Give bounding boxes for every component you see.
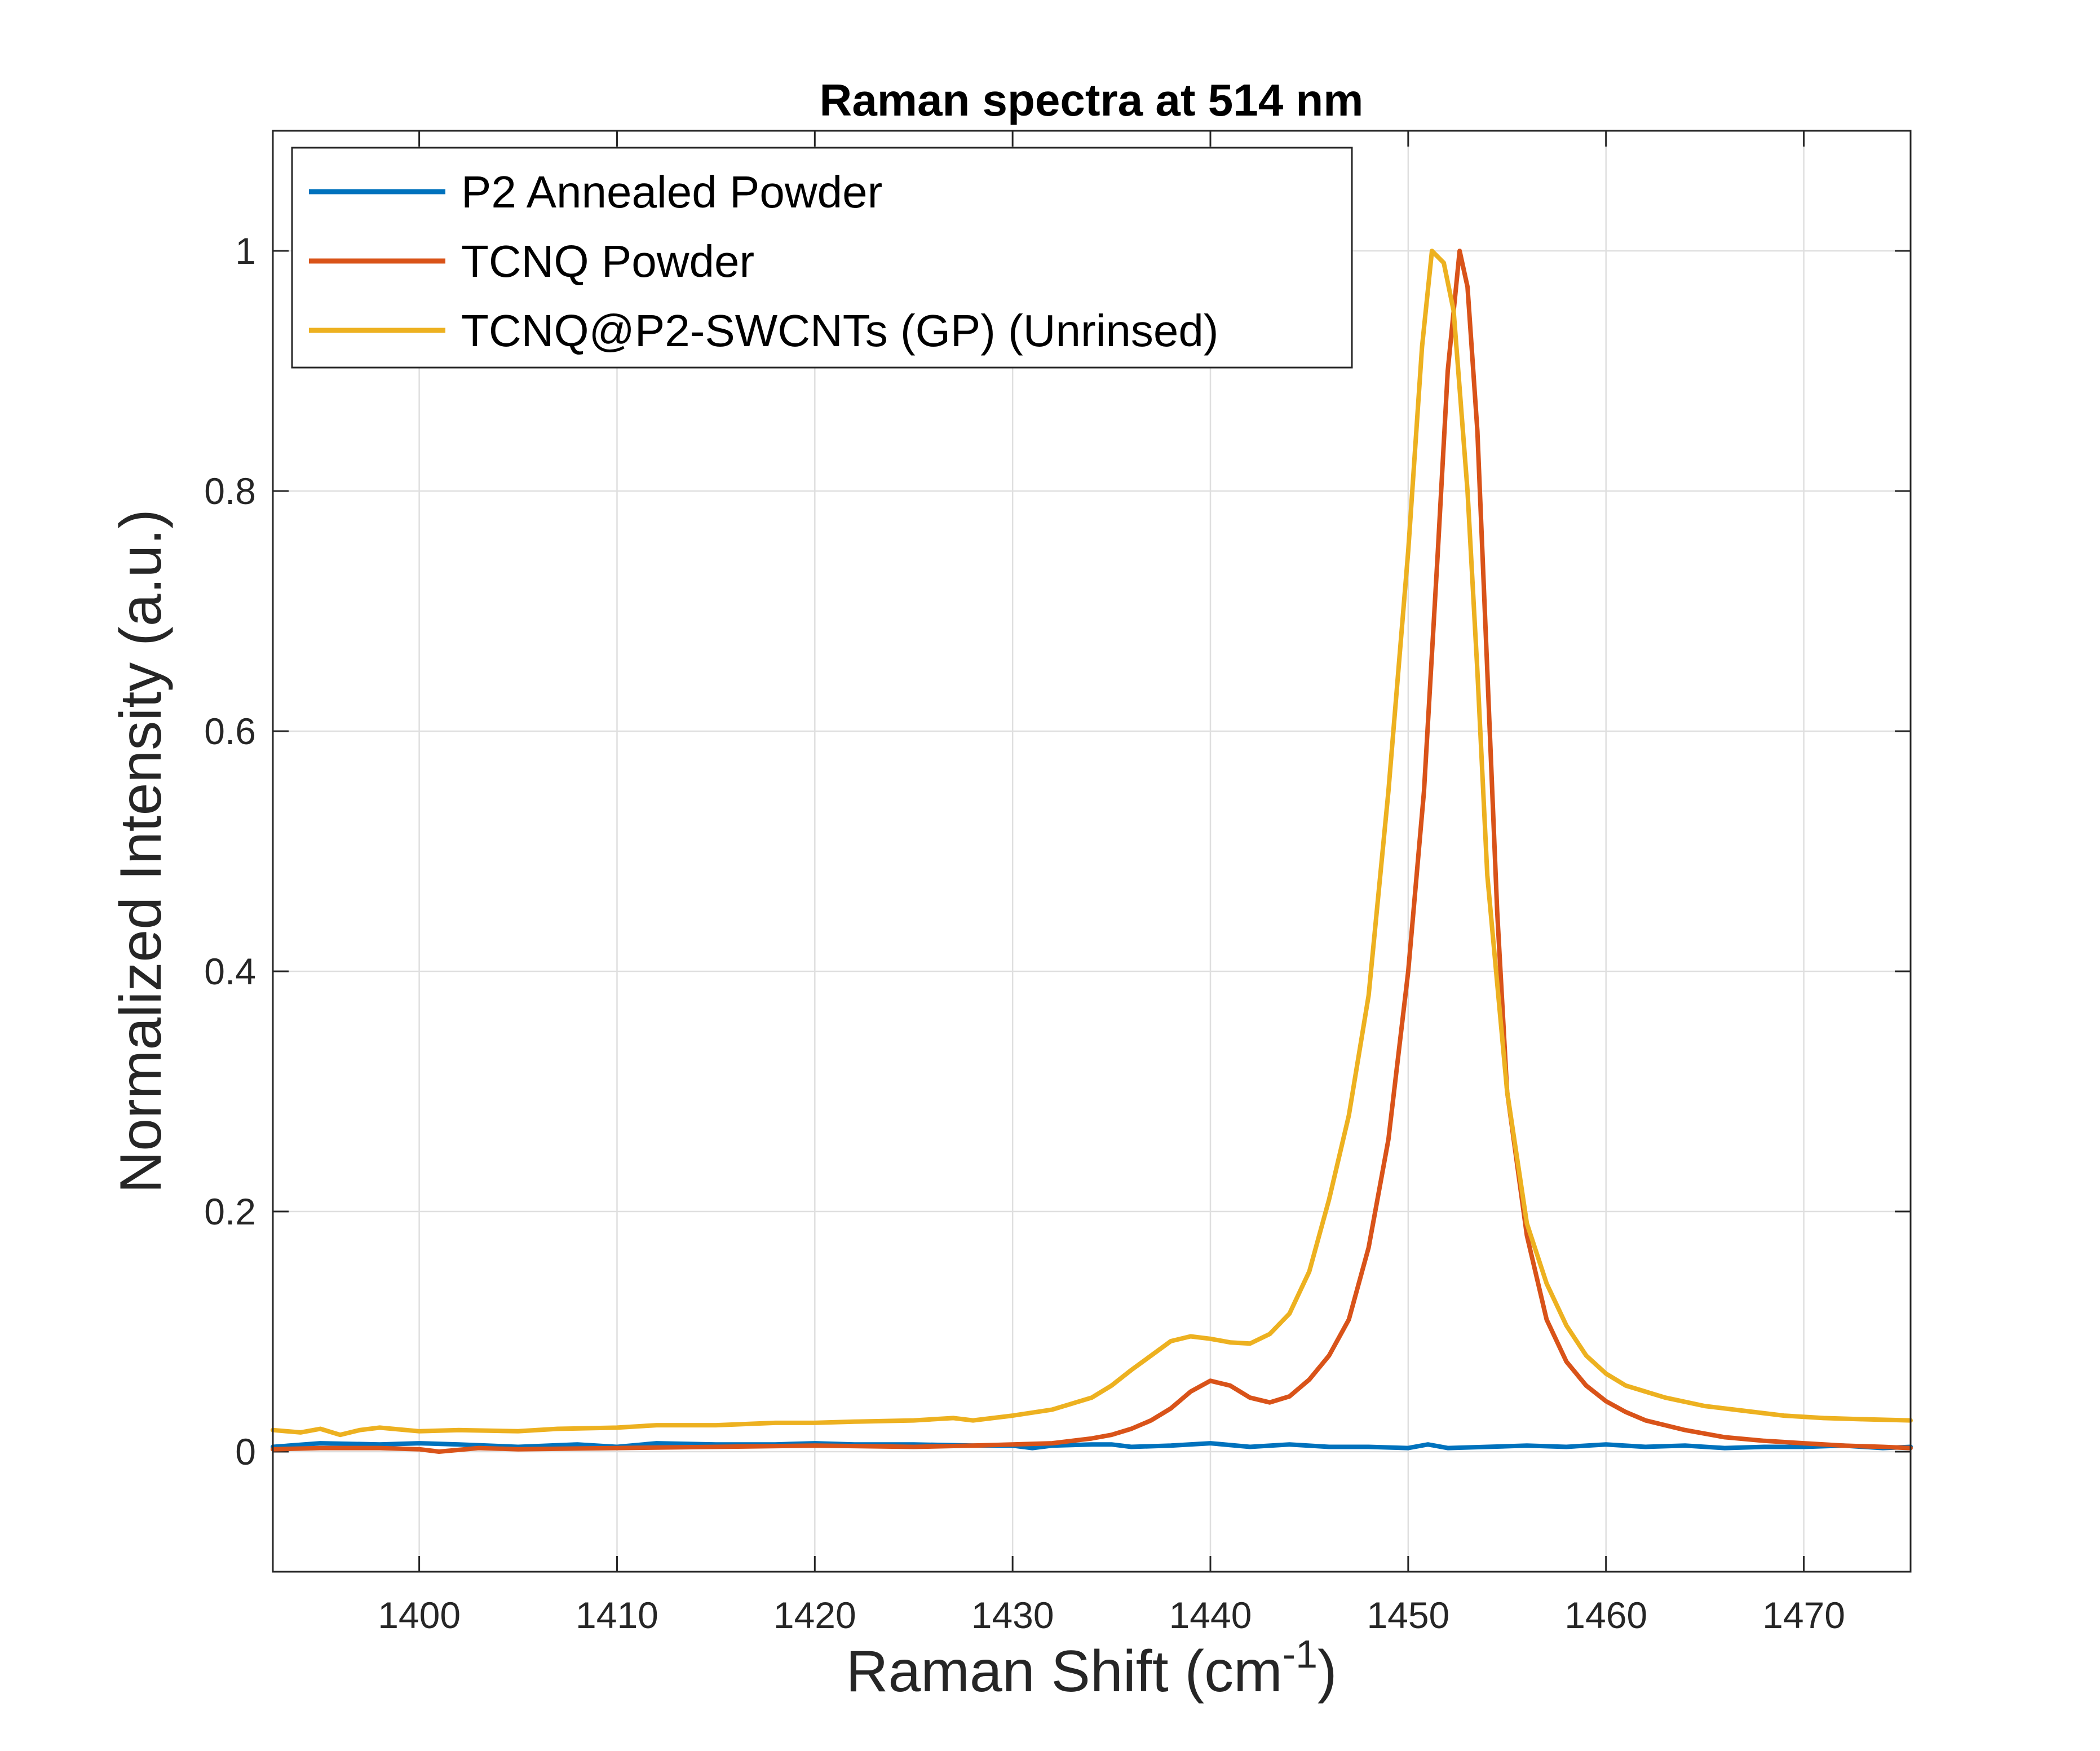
legend-label-2: TCNQ Powder xyxy=(461,236,754,286)
x-tick-label: 1460 xyxy=(1564,1594,1647,1636)
x-axis-label-superscript: -1 xyxy=(1283,1632,1318,1676)
legend-box xyxy=(291,147,1353,369)
series-line-3 xyxy=(271,249,1913,1438)
x-tick-label: 1440 xyxy=(1169,1594,1252,1636)
y-tick-label: 0.6 xyxy=(204,710,256,752)
x-tick-label: 1400 xyxy=(378,1594,461,1636)
series-line-2 xyxy=(271,249,1913,1454)
y-axis-label: Normalized Intensity (a.u.) xyxy=(108,509,174,1193)
x-tick-label: 1470 xyxy=(1762,1594,1845,1636)
data-series xyxy=(271,249,1913,1454)
x-tick-labels: 1400 1410 1420 1430 1440 1450 1460 1470 xyxy=(378,1594,1845,1636)
y-tick-label: 1 xyxy=(235,230,256,272)
x-tick-label: 1410 xyxy=(576,1594,658,1636)
legend-label-1: P2 Annealed Powder xyxy=(461,167,882,217)
y-tick-labels: 0 0.2 0.4 0.6 0.8 1 xyxy=(204,230,256,1473)
x-axis-label: Raman Shift (cm-1) xyxy=(846,1632,1337,1704)
x-tick-label: 1450 xyxy=(1367,1594,1449,1636)
plot-area xyxy=(273,131,1911,1572)
y-tick-label: 0 xyxy=(235,1431,256,1473)
plot-frame xyxy=(272,130,1912,1573)
x-axis-label-end: ) xyxy=(1318,1639,1337,1704)
chart-title: Raman spectra at 514 nm xyxy=(820,75,1364,125)
x-tick-label: 1420 xyxy=(773,1594,856,1636)
x-axis-label-main: Raman Shift (cm xyxy=(846,1639,1282,1704)
y-tick-label: 0.8 xyxy=(204,470,256,512)
tick-marks xyxy=(273,131,1911,1572)
y-tick-label: 0.4 xyxy=(204,950,256,992)
grid xyxy=(273,131,1911,1572)
legend: P2 Annealed Powder TCNQ Powder TCNQ@P2-SWC… xyxy=(291,147,1353,369)
x-tick-label: 1430 xyxy=(971,1594,1054,1636)
y-tick-label: 0.2 xyxy=(204,1191,256,1232)
legend-items: P2 Annealed Powder TCNQ Powder TCNQ@P2-SWC… xyxy=(309,167,1219,356)
legend-label-3: TCNQ@P2-SWCNTs (GP) (Unrinsed) xyxy=(461,306,1219,356)
